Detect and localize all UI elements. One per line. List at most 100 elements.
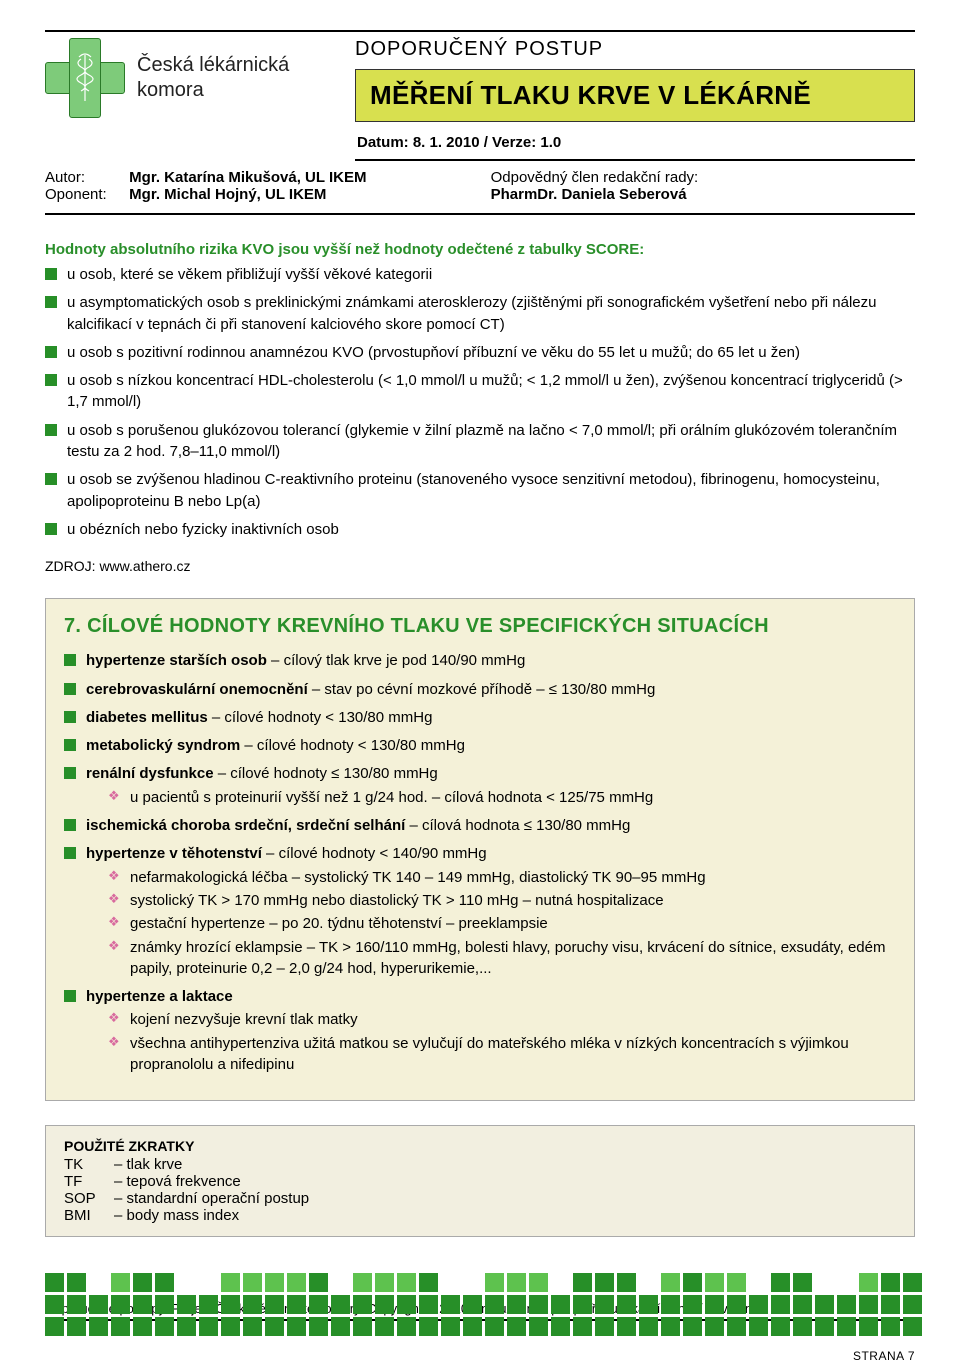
decorative-square bbox=[485, 1317, 504, 1336]
abbr-row: BMIbody mass index bbox=[64, 1207, 896, 1224]
decorative-square bbox=[45, 1295, 64, 1314]
decorative-square bbox=[177, 1295, 196, 1314]
decorative-square bbox=[133, 1273, 152, 1292]
decorative-square bbox=[639, 1295, 658, 1314]
abbr-row: TFtepová frekvence bbox=[64, 1173, 896, 1190]
decorative-square bbox=[375, 1317, 394, 1336]
decorative-square bbox=[771, 1273, 790, 1292]
decorative-square bbox=[111, 1295, 130, 1314]
decorative-square bbox=[793, 1317, 812, 1336]
list-item-bold: hypertenze a laktace bbox=[86, 988, 233, 1005]
page-number: STRANA 7 bbox=[45, 1349, 915, 1363]
abbr-row: TKtlak krve bbox=[64, 1156, 896, 1173]
decorative-square bbox=[661, 1273, 680, 1292]
abbr-key: TF bbox=[64, 1173, 114, 1190]
abbr-key: TK bbox=[64, 1156, 114, 1173]
target-values-list: hypertenze starších osob – cílový tlak k… bbox=[64, 650, 896, 1075]
decorative-square bbox=[881, 1295, 900, 1314]
list-item: cerebrovaskulární onemocnění – stav po c… bbox=[64, 679, 896, 700]
list-item: u osob, které se věkem přibližují vyšší … bbox=[45, 264, 915, 285]
decorative-square bbox=[375, 1295, 394, 1314]
decorative-square bbox=[287, 1295, 306, 1314]
abbr-def: standardní operační postup bbox=[114, 1190, 309, 1207]
decorative-square bbox=[551, 1295, 570, 1314]
decorative-square bbox=[595, 1295, 614, 1314]
decorative-square bbox=[441, 1317, 460, 1336]
list-item-text: – cílové hodnoty ≤ 130/80 mmHg bbox=[214, 765, 438, 782]
list-item-bold: hypertenze starších osob bbox=[86, 652, 267, 669]
decorative-square bbox=[199, 1295, 218, 1314]
responsible-name: PharmDr. Daniela Seberová bbox=[491, 186, 687, 203]
decorative-square bbox=[243, 1273, 262, 1292]
decorative-square bbox=[771, 1295, 790, 1314]
decorative-square bbox=[793, 1295, 812, 1314]
sub-list-item: všechna antihypertenziva užitá matkou se… bbox=[108, 1033, 896, 1076]
decorative-square bbox=[265, 1317, 284, 1336]
list-item: ischemická choroba srdeční, srdeční selh… bbox=[64, 815, 896, 836]
list-item: metabolický syndrom – cílové hodnoty < 1… bbox=[64, 735, 896, 756]
decorative-square bbox=[903, 1273, 922, 1292]
decorative-square bbox=[419, 1273, 438, 1292]
decorative-square bbox=[265, 1273, 284, 1292]
decorative-square bbox=[221, 1317, 240, 1336]
abbreviations-list: TKtlak krveTFtepová frekvenceSOPstandard… bbox=[64, 1156, 896, 1224]
section-7-title: 7. CÍLOVÉ HODNOTY KREVNÍHO TLAKU VE SPEC… bbox=[64, 615, 896, 638]
list-item: hypertenze starších osob – cílový tlak k… bbox=[64, 650, 896, 671]
decorative-square bbox=[683, 1295, 702, 1314]
list-item-text: – cílová hodnota ≤ 130/80 mmHg bbox=[405, 817, 630, 834]
decorative-square bbox=[551, 1317, 570, 1336]
abbr-key: SOP bbox=[64, 1190, 114, 1207]
sub-list-item: u pacientů s proteinurií vyšší než 1 g/2… bbox=[108, 787, 896, 808]
decorative-square bbox=[705, 1295, 724, 1314]
decorative-square bbox=[837, 1317, 856, 1336]
sub-list-item: kojení nezvyšuje krevní tlak matky bbox=[108, 1009, 896, 1030]
responsible-label: Odpovědný člen redakční rady: bbox=[491, 169, 915, 186]
document-title: MĚŘENÍ TLAKU KRVE V LÉKÁRNĚ bbox=[370, 80, 900, 111]
decorative-square bbox=[419, 1317, 438, 1336]
sub-list-item: známky hrozící eklampsie – TK > 160/110 … bbox=[108, 937, 896, 980]
decorative-square bbox=[375, 1273, 394, 1292]
decorative-square bbox=[859, 1273, 878, 1292]
snake-icon bbox=[75, 53, 95, 103]
author-label: Autor: bbox=[45, 169, 125, 186]
decorative-square bbox=[507, 1317, 526, 1336]
list-item-text: – cílové hodnoty < 130/80 mmHg bbox=[208, 709, 433, 726]
decorative-square bbox=[771, 1317, 790, 1336]
logo-icon bbox=[45, 38, 125, 118]
decorative-square bbox=[287, 1273, 306, 1292]
decorative-square bbox=[837, 1295, 856, 1314]
metadata: Autor: Mgr. Katarína Mikušová, UL IKEM O… bbox=[45, 161, 915, 215]
sub-list-item: gestační hypertenze – po 20. týdnu těhot… bbox=[108, 913, 896, 934]
decorative-square bbox=[793, 1273, 812, 1292]
decorative-square bbox=[529, 1295, 548, 1314]
list-item-bold: ischemická choroba srdeční, srdeční selh… bbox=[86, 817, 405, 834]
decorative-square bbox=[617, 1273, 636, 1292]
org-name-line1: Česká lékárnická bbox=[137, 53, 289, 78]
abbr-key: BMI bbox=[64, 1207, 114, 1224]
list-item: u asymptomatických osob s preklinickými … bbox=[45, 292, 915, 335]
decorative-square bbox=[727, 1317, 746, 1336]
decorative-square bbox=[595, 1273, 614, 1292]
decorative-square bbox=[353, 1317, 372, 1336]
decorative-square bbox=[639, 1317, 658, 1336]
decorative-square bbox=[903, 1317, 922, 1336]
decorative-square bbox=[111, 1273, 130, 1292]
decorative-square bbox=[485, 1273, 504, 1292]
list-item-bold: renální dysfunkce bbox=[86, 765, 214, 782]
decorative-square bbox=[67, 1295, 86, 1314]
decorative-square bbox=[881, 1317, 900, 1336]
decorative-square bbox=[749, 1317, 768, 1336]
decorative-square bbox=[353, 1273, 372, 1292]
decorative-square bbox=[221, 1295, 240, 1314]
decorative-square bbox=[485, 1295, 504, 1314]
decorative-square bbox=[617, 1317, 636, 1336]
list-item-bold: metabolický syndrom bbox=[86, 737, 240, 754]
abbreviations-box: POUŽITÉ ZKRATKY TKtlak krveTFtepová frek… bbox=[45, 1125, 915, 1237]
org-name: Česká lékárnická komora bbox=[137, 53, 289, 103]
abbr-def: tlak krve bbox=[114, 1156, 182, 1173]
decorative-square bbox=[507, 1273, 526, 1292]
list-item: hypertenze v těhotenství – cílové hodnot… bbox=[64, 843, 896, 979]
decorative-square bbox=[331, 1317, 350, 1336]
decorative-square bbox=[199, 1317, 218, 1336]
list-item-text: – cílové hodnoty < 140/90 mmHg bbox=[262, 845, 487, 862]
